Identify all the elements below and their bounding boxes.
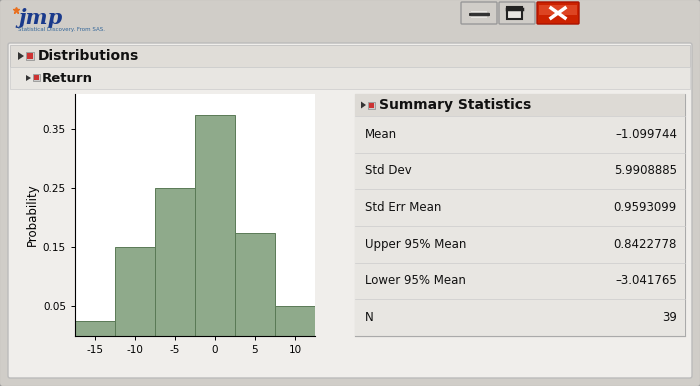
Bar	[507, 7, 522, 19]
Bar	[26, 52, 34, 60]
Bar	[75, 321, 115, 336]
Bar	[34, 75, 39, 80]
Text: Std Err Mean: Std Err Mean	[365, 201, 442, 214]
Text: 5.9908885: 5.9908885	[614, 164, 677, 178]
Bar	[27, 53, 33, 59]
Polygon shape	[26, 75, 31, 81]
Bar	[471, 11, 487, 18]
Text: 39: 39	[662, 311, 677, 324]
Bar	[355, 226, 685, 262]
Bar	[368, 102, 375, 108]
FancyBboxPatch shape	[499, 2, 535, 24]
Polygon shape	[18, 52, 24, 60]
Text: 0.8422778: 0.8422778	[614, 238, 677, 251]
Bar	[33, 74, 40, 81]
Bar	[539, 5, 577, 15]
Y-axis label: Probability: Probability	[26, 184, 38, 246]
Text: –3.041765: –3.041765	[615, 274, 677, 288]
Text: Return: Return	[42, 71, 93, 85]
Bar	[10, 45, 690, 67]
Bar	[355, 262, 685, 299]
Text: –1.099744: –1.099744	[615, 128, 677, 141]
Bar	[355, 94, 685, 116]
Text: Mean: Mean	[365, 128, 397, 141]
Bar	[355, 116, 685, 153]
Polygon shape	[361, 102, 366, 108]
Bar	[355, 190, 685, 226]
Text: Summary Statistics: Summary Statistics	[379, 98, 531, 112]
Text: N: N	[365, 311, 374, 324]
Text: Std Dev: Std Dev	[365, 164, 412, 178]
Bar	[235, 233, 275, 336]
FancyBboxPatch shape	[537, 2, 579, 24]
Text: Upper 95% Mean: Upper 95% Mean	[365, 238, 466, 251]
Text: Distributions: Distributions	[38, 49, 139, 63]
Text: Statistical Discovery. From SAS.: Statistical Discovery. From SAS.	[18, 27, 105, 32]
Bar	[355, 94, 685, 336]
Text: Lower 95% Mean: Lower 95% Mean	[365, 274, 466, 288]
FancyBboxPatch shape	[8, 43, 692, 378]
Bar	[275, 306, 315, 336]
Bar	[355, 299, 685, 336]
Bar	[195, 115, 235, 336]
Bar	[10, 67, 690, 89]
Bar	[115, 247, 155, 336]
Text: 0.9593099: 0.9593099	[614, 201, 677, 214]
Bar	[155, 188, 195, 336]
Bar	[369, 103, 374, 107]
FancyBboxPatch shape	[461, 2, 497, 24]
Bar	[355, 153, 685, 190]
Text: jmp: jmp	[18, 8, 62, 28]
